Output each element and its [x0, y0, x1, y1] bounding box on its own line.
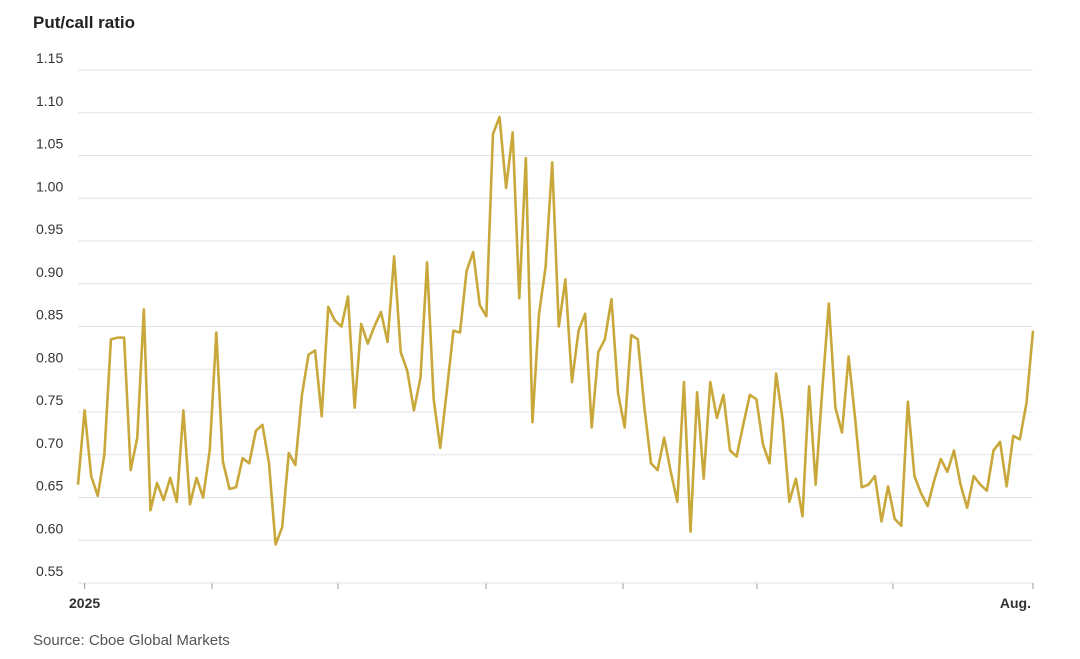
y-tick-label: 1.10: [36, 93, 63, 109]
y-tick-label: 1.05: [36, 136, 63, 152]
source: Source: Cboe Global Markets: [33, 632, 230, 649]
y-tick-label: 0.55: [36, 563, 63, 579]
data-line: [76, 115, 1035, 546]
y-tick-label: 1.00: [36, 178, 63, 194]
y-tick-label: 0.65: [36, 478, 63, 494]
y-tick-label: 0.70: [36, 435, 63, 451]
y-tick-label: 1.15: [36, 50, 63, 66]
y-tick-label: 0.60: [36, 520, 63, 536]
y-tick-label: 0.90: [36, 264, 63, 280]
y-tick-label: 0.95: [36, 221, 63, 237]
x-tick-label: Aug.: [1000, 595, 1031, 611]
chart-title: Put/call ratio: [33, 13, 135, 32]
x-tick-label: 2025: [69, 595, 100, 611]
y-tick-label: 0.75: [36, 392, 63, 408]
month-ticks: [211, 583, 894, 589]
y-tick-label: 0.85: [36, 307, 63, 323]
y-tick-label: 0.80: [36, 349, 63, 365]
